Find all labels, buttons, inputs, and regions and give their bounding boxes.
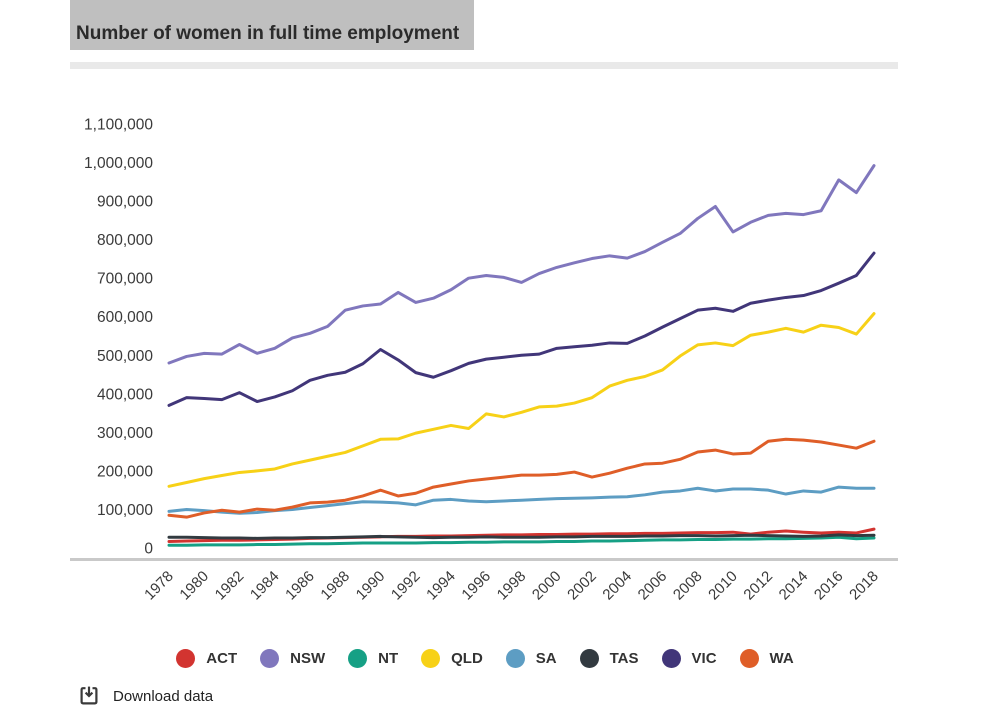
y-tick-label: 700,000 (97, 271, 153, 288)
x-tick-label: 2002 (564, 568, 600, 604)
x-tick-label: 1994 (423, 568, 459, 604)
employment-line-chart: 0 100,000 200,000 300,000 400,000 500,000 600,… (70, 117, 898, 604)
legend-color-dot (348, 648, 368, 668)
x-tick-label: 2014 (776, 568, 812, 604)
legend-label: ACT (206, 649, 238, 667)
legend-color-dot (505, 648, 525, 668)
y-tick-label: 1,100,000 (84, 117, 153, 134)
series-NT (167, 535, 876, 547)
legend-item: TAS (579, 648, 639, 668)
download-icon (78, 685, 100, 707)
x-tick-label: 1988 (317, 568, 353, 604)
y-tick-label: 900,000 (97, 194, 153, 211)
legend-color-dot (176, 648, 196, 668)
legend-item: NT (348, 648, 399, 668)
y-tick-label: 100,000 (97, 502, 153, 519)
legend-label: WA (769, 649, 794, 667)
x-axis-labels: 1978 1980 1982 1984 1986 1988 1990 1992 1994 1996… (141, 568, 882, 604)
x-tick-label: 1984 (247, 568, 283, 604)
legend-item: QLD (421, 648, 483, 668)
download-data-button[interactable]: Download data (78, 682, 213, 710)
y-tick-label: 1,000,000 (84, 155, 153, 172)
series-WA (167, 437, 876, 519)
legend-item: WA (739, 648, 794, 668)
legend-item: NSW (260, 648, 326, 668)
legend-color-dot (739, 648, 759, 668)
legend-label: VIC (691, 649, 717, 667)
x-tick-label: 2006 (635, 568, 671, 604)
y-tick-label: 400,000 (97, 386, 153, 403)
series-TAS (167, 533, 876, 540)
series-QLD (167, 312, 876, 488)
x-tick-label: 2004 (599, 568, 635, 604)
series-SA (167, 485, 876, 515)
x-tick-label: 1996 (458, 568, 494, 604)
divider (70, 62, 898, 69)
legend-item: ACT (176, 648, 238, 668)
y-tick-label: 500,000 (97, 348, 153, 365)
title-highlight: Number of women in full time employment (70, 0, 474, 50)
y-tick-label: 200,000 (97, 463, 153, 480)
series-lines (167, 164, 876, 547)
series-VIC (167, 251, 876, 407)
x-tick-label: 2012 (740, 568, 776, 604)
legend-label: NSW (290, 649, 326, 667)
x-tick-label: 2010 (705, 568, 741, 604)
x-tick-label: 2000 (529, 568, 565, 604)
page-title: Number of women in full time employment (76, 23, 460, 44)
x-tick-label: 1998 (494, 568, 530, 604)
series-NSW (167, 164, 876, 365)
legend-item: VIC (661, 648, 717, 668)
x-tick-label: 1978 (141, 568, 177, 604)
x-tick-label: 2016 (811, 568, 847, 604)
x-tick-label: 1990 (353, 568, 389, 604)
x-axis-line (70, 558, 898, 561)
y-tick-label: 600,000 (97, 309, 153, 326)
legend-label: NT (378, 649, 399, 667)
legend-label: QLD (451, 649, 483, 667)
legend-color-dot (661, 648, 681, 668)
legend-label: TAS (609, 649, 639, 667)
y-tick-label: 0 (144, 541, 153, 558)
download-label: Download data (113, 687, 214, 705)
legend-label: SA (535, 649, 557, 667)
y-tick-label: 800,000 (97, 232, 153, 249)
x-tick-label: 1986 (282, 568, 318, 604)
x-tick-label: 2008 (670, 568, 706, 604)
chart-legend: ACT NSW NT QLD SA TAS VIC WA (70, 643, 900, 673)
legend-item: SA (505, 648, 557, 668)
legend-color-dot (579, 648, 599, 668)
y-axis-labels: 0 100,000 200,000 300,000 400,000 500,000 600,… (84, 117, 153, 558)
legend-color-dot (421, 648, 441, 668)
x-tick-label: 2018 (846, 568, 882, 604)
x-tick-label: 1980 (176, 568, 212, 604)
x-tick-label: 1982 (212, 568, 248, 604)
legend-color-dot (260, 648, 280, 668)
x-tick-label: 1992 (388, 568, 424, 604)
y-tick-label: 300,000 (97, 425, 153, 442)
